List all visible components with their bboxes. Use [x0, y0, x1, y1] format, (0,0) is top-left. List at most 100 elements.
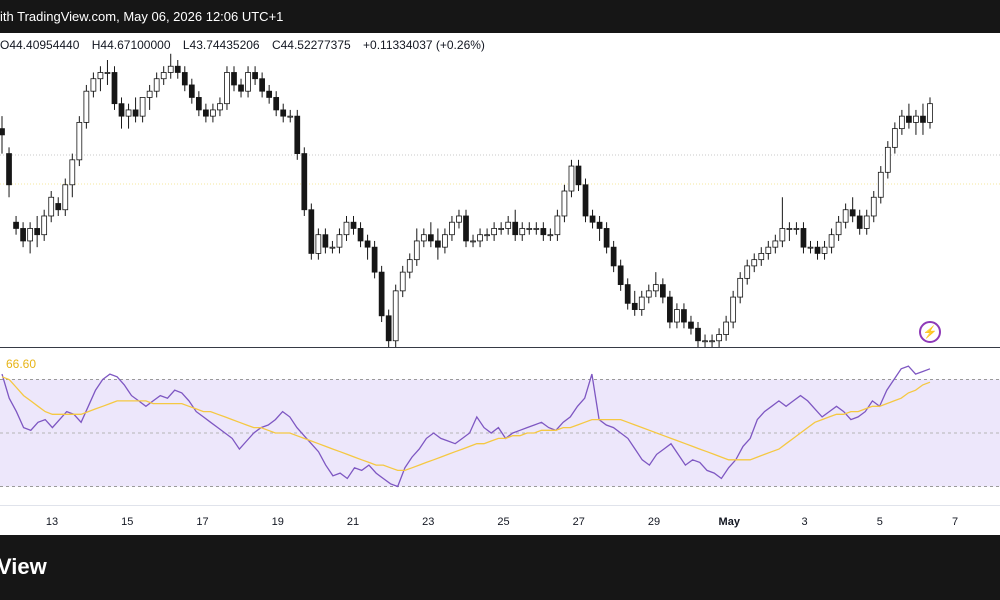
candlestick-series — [0, 53, 933, 347]
candle-body — [891, 128, 898, 148]
candle-body — [758, 253, 765, 261]
candle-body — [723, 321, 729, 335]
candle-body — [343, 221, 350, 236]
ohlc-high: H44.67100000 — [91, 38, 171, 52]
candle-body — [259, 78, 265, 92]
candle — [533, 222, 540, 235]
candle — [821, 240, 828, 260]
ohlc-legend: O44.40954440 H44.67100000 L43.74435206 C… — [0, 38, 494, 52]
candle-body — [470, 240, 476, 243]
candle — [188, 78, 195, 104]
candle — [519, 222, 526, 241]
rsi-line — [1, 365, 931, 488]
candle — [139, 97, 146, 123]
candle — [737, 272, 744, 304]
candle — [884, 141, 891, 179]
candle-body — [568, 165, 575, 192]
candle-body — [575, 165, 582, 186]
candle-body — [737, 277, 744, 298]
candle — [125, 103, 132, 129]
candle — [772, 234, 779, 254]
candle — [132, 97, 139, 123]
candle-body — [97, 72, 104, 80]
candle — [899, 109, 905, 135]
candle — [69, 153, 76, 198]
ohlc-low: L43.74435206 — [182, 38, 260, 52]
candle — [41, 209, 48, 241]
candle-body — [877, 171, 884, 198]
candle — [582, 178, 589, 223]
candle — [350, 215, 357, 235]
candle-body — [146, 90, 153, 98]
candle-body — [484, 234, 490, 237]
candle-body — [835, 221, 842, 236]
candle — [97, 66, 104, 92]
candle-body — [906, 115, 912, 123]
candle-body — [631, 302, 638, 310]
candle — [266, 84, 273, 104]
candle-body — [800, 228, 807, 248]
candle-body — [779, 228, 786, 242]
candle — [575, 159, 582, 192]
candle-body — [76, 121, 83, 161]
candle-body — [69, 159, 76, 186]
candle — [842, 203, 849, 229]
candle — [877, 166, 884, 204]
candle-body — [786, 228, 793, 230]
candle — [568, 159, 575, 198]
candle — [561, 184, 568, 223]
candle — [217, 97, 223, 117]
candle — [505, 215, 512, 235]
candle — [856, 209, 863, 235]
candle-body — [413, 240, 420, 261]
candle-body — [716, 334, 722, 342]
candle — [280, 103, 287, 123]
candle — [652, 272, 659, 298]
header-text: ith TradingView.com, May 06, 2026 12:06 … — [0, 9, 284, 24]
candle — [181, 66, 188, 92]
candle-body — [533, 228, 540, 230]
candle — [76, 116, 83, 167]
candle-body — [610, 246, 617, 267]
candle-body — [807, 246, 814, 249]
candle — [547, 228, 554, 241]
candle — [870, 191, 877, 223]
candle-body — [744, 265, 751, 279]
candle-body — [828, 234, 835, 248]
candle — [245, 66, 251, 98]
candle-body — [329, 246, 336, 249]
candle — [90, 72, 97, 98]
candle-body — [842, 209, 849, 223]
candle — [709, 334, 715, 347]
footer-bar — [0, 535, 1000, 600]
candle-body — [659, 284, 666, 298]
candle — [27, 222, 33, 254]
x-tick-label: 27 — [573, 516, 585, 528]
candle — [779, 197, 786, 248]
candle-body — [913, 115, 919, 123]
candle-body — [132, 109, 139, 117]
candle-body — [153, 78, 160, 92]
candle — [378, 265, 385, 323]
candle — [273, 91, 280, 117]
candle — [891, 122, 898, 154]
candle-body — [512, 221, 519, 236]
candle — [364, 234, 371, 260]
candle-body — [139, 97, 146, 117]
candle-body — [491, 228, 497, 236]
candle-body — [477, 234, 483, 242]
candle — [435, 228, 441, 260]
candle-body — [645, 290, 652, 298]
lightning-icon[interactable]: ⚡ — [919, 321, 941, 343]
candle — [610, 240, 617, 273]
candle-body — [427, 234, 434, 242]
rsi-moving-average-line — [1, 376, 931, 472]
candle-body — [540, 228, 547, 236]
candle-body — [34, 228, 41, 236]
candle — [617, 259, 624, 291]
candle-body — [638, 296, 645, 310]
time-axis[interactable]: 13 15 17 19 21 23 25 27 29 May 3 5 7 — [46, 516, 958, 528]
candle — [603, 222, 610, 254]
candle-body — [463, 215, 469, 242]
